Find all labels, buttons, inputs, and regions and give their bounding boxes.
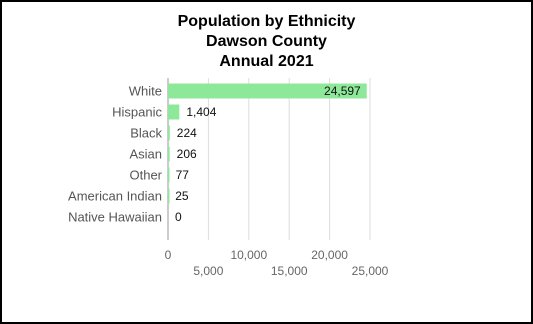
x-tick-label-20000: 20,000: [311, 248, 348, 262]
bar-american-indian: [168, 188, 170, 204]
value-label-white: 24,597: [324, 84, 361, 98]
category-label-native-hawaiian: Native Hawaiian: [68, 210, 162, 225]
bar-asian: [168, 146, 170, 162]
value-label-native-hawaiian: 0: [175, 210, 182, 224]
value-label-hispanic: 1,404: [186, 105, 216, 119]
value-label-black: 224: [177, 126, 197, 140]
category-label-other: Other: [129, 168, 162, 183]
category-label-black: Black: [130, 126, 162, 141]
x-tick-label-10000: 10,000: [230, 248, 267, 262]
chart-title-line-3: Annual 2021: [219, 53, 314, 70]
category-label-american-indian: American Indian: [68, 189, 162, 204]
x-tick-label-5000: 5,000: [193, 264, 223, 278]
chart-title-line-1: Population by Ethnicity: [177, 13, 356, 30]
x-tick-label-25000: 25,000: [352, 264, 389, 278]
bar-black: [168, 125, 170, 141]
value-label-asian: 206: [177, 147, 197, 161]
category-label-white: White: [129, 84, 162, 99]
chart-title-line-2: Dawson County: [206, 33, 327, 50]
bar-white: [168, 83, 367, 99]
x-tick-label-0: 0: [165, 248, 172, 262]
category-label-asian: Asian: [129, 147, 162, 162]
category-label-hispanic: Hispanic: [112, 105, 162, 120]
x-tick-label-15000: 15,000: [271, 264, 308, 278]
bar-hispanic: [168, 104, 180, 120]
value-label-american-indian: 25: [175, 189, 189, 203]
value-label-other: 77: [176, 168, 190, 182]
bar-other: [168, 167, 170, 183]
